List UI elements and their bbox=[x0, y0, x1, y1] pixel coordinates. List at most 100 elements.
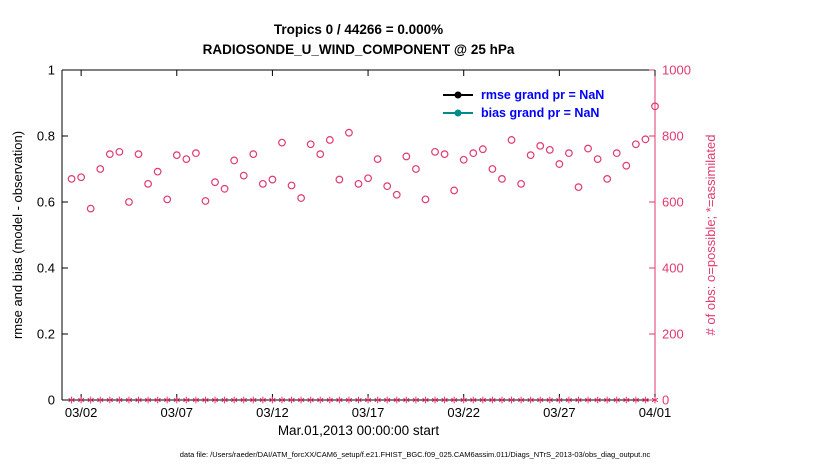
data-point-asterisk bbox=[546, 396, 553, 404]
data-point-asterisk bbox=[288, 396, 295, 404]
data-point-circle bbox=[297, 194, 306, 202]
data-point-circle bbox=[115, 147, 124, 156]
data-point-circle bbox=[641, 135, 650, 144]
data-point-circle bbox=[517, 179, 525, 188]
data-point-asterisk bbox=[651, 396, 659, 404]
x-tick-label: 03/27 bbox=[543, 405, 576, 420]
series-possible bbox=[67, 102, 659, 213]
data-point-asterisk bbox=[355, 396, 362, 404]
x-axis-label: Mar.01,2013 00:00:00 start bbox=[277, 423, 440, 438]
data-point-circle bbox=[201, 197, 210, 205]
legend-label: rmse grand pr = NaN bbox=[481, 88, 605, 102]
data-point-circle bbox=[574, 183, 583, 192]
data-point-circle bbox=[354, 179, 363, 188]
data-point-circle bbox=[478, 145, 487, 154]
data-point-circle bbox=[153, 167, 162, 176]
data-point-circle bbox=[144, 179, 152, 188]
data-point-asterisk bbox=[259, 396, 267, 404]
data-point-circle bbox=[220, 184, 229, 193]
data-point-circle bbox=[373, 155, 382, 164]
data-point-circle bbox=[622, 161, 631, 170]
legend-dot-icon bbox=[454, 109, 462, 117]
data-point-asterisk bbox=[326, 396, 333, 404]
data-point-circle bbox=[440, 150, 449, 159]
tick-labels: 0 0.2 0.4 0.6 0.8 1 0 200 400 600 800 1000 03/02 03/0… bbox=[37, 63, 691, 421]
data-point-circle bbox=[268, 175, 277, 184]
x-tick-label: 03/22 bbox=[447, 405, 480, 420]
data-point-circle bbox=[469, 149, 478, 158]
data-point-asterisk bbox=[336, 396, 343, 404]
data-point-asterisk bbox=[575, 396, 582, 404]
x-tick-label: 03/02 bbox=[65, 405, 98, 420]
data-point-asterisk bbox=[565, 396, 573, 404]
data-point-asterisk bbox=[68, 396, 75, 404]
data-point-circle bbox=[163, 195, 172, 204]
data-point-circle bbox=[192, 149, 200, 158]
data-point-circle bbox=[459, 155, 468, 164]
data-point-circle bbox=[230, 156, 239, 165]
plot-subtitle: RADIOSONDE_U_WIND_COMPONENT @ 25 hPa bbox=[202, 42, 515, 57]
data-point-asterisk bbox=[250, 396, 257, 404]
right-axis-label: # of obs: o=possible; *=assimilated bbox=[703, 134, 718, 336]
y-right-tick-label: 600 bbox=[662, 195, 684, 210]
data-point-asterisk bbox=[221, 396, 228, 404]
data-point-asterisk bbox=[422, 396, 429, 404]
y-left-tick-label: 0.8 bbox=[37, 129, 55, 144]
data-point-circle bbox=[498, 174, 506, 183]
y-left-tick-label: 0.2 bbox=[37, 327, 55, 342]
data-point-circle bbox=[392, 190, 401, 199]
data-point-circle bbox=[545, 145, 554, 154]
axes-box bbox=[61, 69, 656, 401]
y-right-tick-label: 400 bbox=[662, 261, 684, 276]
data-point-asterisk bbox=[135, 396, 142, 404]
data-point-asterisk bbox=[125, 396, 133, 404]
data-point-circle bbox=[258, 179, 267, 188]
data-point-circle bbox=[450, 186, 459, 195]
data-point-circle bbox=[631, 140, 640, 149]
data-point-circle bbox=[67, 174, 76, 183]
data-point-asterisk bbox=[269, 396, 276, 404]
data-point-asterisk bbox=[77, 396, 85, 404]
data-point-asterisk bbox=[441, 396, 448, 404]
data-point-circle bbox=[278, 138, 286, 147]
data-point-asterisk bbox=[192, 396, 200, 404]
data-point-circle bbox=[555, 160, 564, 168]
y-right-tick-label: 0 bbox=[662, 393, 669, 408]
data-point-asterisk bbox=[412, 396, 420, 404]
data-point-asterisk bbox=[211, 396, 219, 404]
data-point-asterisk bbox=[164, 396, 171, 404]
data-point-asterisk bbox=[594, 396, 601, 404]
data-point-circle bbox=[431, 147, 439, 156]
data-point-circle bbox=[593, 155, 602, 164]
data-point-circle bbox=[325, 136, 334, 144]
data-point-asterisk bbox=[632, 396, 640, 404]
data-point-asterisk bbox=[307, 396, 314, 404]
data-point-circle bbox=[211, 178, 219, 187]
y-left-tick-label: 0.4 bbox=[37, 261, 55, 276]
series-assimilated bbox=[68, 396, 659, 404]
data-point-asterisk bbox=[154, 396, 161, 404]
data-point-asterisk bbox=[450, 396, 458, 404]
data-point-asterisk bbox=[489, 396, 496, 404]
data-point-asterisk bbox=[403, 396, 410, 404]
data-point-circle bbox=[526, 151, 535, 160]
legend-label: bias grand pr = NaN bbox=[481, 106, 600, 120]
legend-dot-icon bbox=[454, 91, 462, 99]
data-point-asterisk bbox=[603, 396, 611, 404]
data-point-circle bbox=[507, 136, 516, 144]
data-point-circle bbox=[345, 128, 353, 137]
data-point-asterisk bbox=[183, 396, 190, 404]
data-point-circle bbox=[651, 102, 659, 111]
data-point-asterisk bbox=[116, 396, 123, 404]
data-point-asterisk bbox=[345, 396, 353, 404]
data-point-asterisk bbox=[508, 396, 515, 404]
data-point-asterisk bbox=[431, 396, 439, 404]
data-point-circle bbox=[306, 140, 315, 149]
x-tick-label: 03/07 bbox=[161, 405, 194, 420]
data-point-asterisk bbox=[230, 396, 238, 404]
legend-line-dot-marker bbox=[443, 109, 473, 117]
data-point-circle bbox=[182, 155, 191, 164]
data-point-circle bbox=[316, 150, 325, 159]
